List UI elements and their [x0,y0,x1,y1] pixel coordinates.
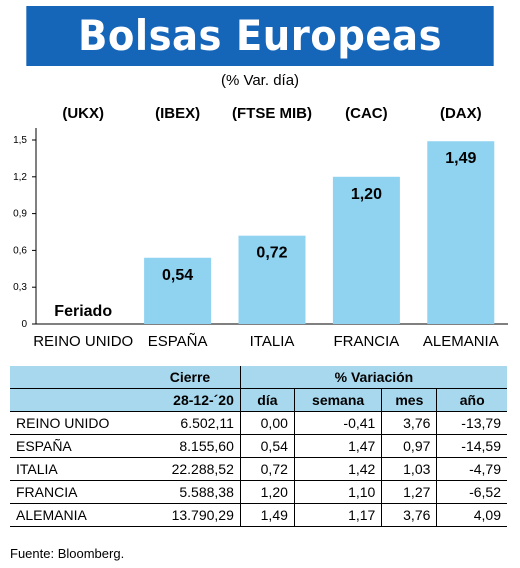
row-semana: -0,41 [293,411,382,435]
row-cierre: 13.790,29 [140,503,241,527]
table-row: ESPAÑA 8.155,60 0,54 1,47 0,97 -14,59 [10,434,507,458]
y-tick-label: 1,5 [13,135,27,146]
category-label: ESPAÑA [148,333,208,350]
bar [144,257,212,324]
y-tick-label: 0,6 [13,245,27,256]
y-tick-label: 0,3 [13,282,27,293]
bar [427,141,495,324]
bar-value-label: 1,20 [351,186,382,203]
row-name: REINO UNIDO [10,411,140,435]
row-cierre: 5.588,38 [140,480,241,504]
ticker-label: (DAX) [440,105,482,122]
row-name: ESPAÑA [10,434,140,458]
y-tick-label: 0 [21,319,27,330]
row-ano: -4,79 [436,457,507,481]
y-tick-label: 1,2 [13,172,27,183]
row-mes: 3,76 [381,411,437,435]
row-cierre: 8.155,60 [140,434,241,458]
category-label: ITALIA [250,333,295,350]
col-date: 28-12-´20 [140,388,241,412]
ticker-label: (UKX) [62,105,104,122]
bar-value-label: Feriado [54,303,112,320]
bar [238,235,306,324]
header-variacion: % Variación [239,366,507,389]
row-ano: -14,59 [436,434,507,458]
row-ano: 4,09 [436,503,507,527]
row-dia: 1,49 [239,503,295,527]
source-note: Fuente: Bloomberg. [10,546,125,561]
bar-value-label: 0,54 [162,267,193,284]
page-title: Bolsas Europeas [26,6,494,66]
row-dia: 0,72 [239,457,295,481]
row-dia: 1,20 [239,480,295,504]
bar-value-label: 0,72 [256,245,287,262]
col-dia: día [239,388,295,412]
col-mes: mes [381,388,437,412]
ticker-label: (CAC) [345,105,388,122]
ticker-label: (FTSE MIB) [232,105,312,122]
row-name: ALEMANIA [10,503,140,527]
row-semana: 1,47 [293,434,382,458]
row-mes: 1,03 [381,457,437,481]
header-cierre: Cierre [140,366,241,389]
row-semana: 1,10 [293,480,382,504]
y-tick-label: 0,9 [13,209,27,220]
category-label: FRANCIA [333,333,399,350]
table-row: REINO UNIDO 6.502,11 0,00 -0,41 3,76 -13… [10,411,507,435]
row-cierre: 22.288,52 [140,457,241,481]
bar-chart: 0 0,3 0,6 0,9 1,2 1,5 Feriado (UKX) REINO UNIDO 0… [13,105,508,350]
table-row: ITALIA 22.288,52 0,72 1,42 1,03 -4,79 [10,457,507,481]
stock-table: Cierre % Variación 28-12-´20 día semana … [10,366,507,527]
row-mes: 0,97 [381,434,437,458]
row-semana: 1,17 [293,503,382,527]
col-ano: año [436,388,507,412]
row-ano: -13,79 [436,411,507,435]
row-mes: 1,27 [381,480,437,504]
row-name: ITALIA [10,457,140,481]
header-blank [10,366,140,389]
row-dia: 0,00 [239,411,295,435]
row-mes: 3,76 [381,503,437,527]
header-blank-2 [10,388,140,412]
row-dia: 0,54 [239,434,295,458]
category-label: ALEMANIA [423,333,499,350]
table-row: ALEMANIA 13.790,29 1,49 1,17 3,76 4,09 [10,503,507,527]
category-label: REINO UNIDO [33,333,133,350]
row-name: FRANCIA [10,480,140,504]
row-semana: 1,42 [293,457,382,481]
row-ano: -6,52 [436,480,507,504]
table-row: FRANCIA 5.588,38 1,20 1,10 1,27 -6,52 [10,480,507,504]
bar [332,176,400,324]
chart-subtitle: (% Var. día) [220,72,300,89]
bar-value-label: 1,49 [445,150,476,167]
ticker-label: (IBEX) [155,105,200,122]
row-cierre: 6.502,11 [140,411,241,435]
col-semana: semana [293,388,382,412]
